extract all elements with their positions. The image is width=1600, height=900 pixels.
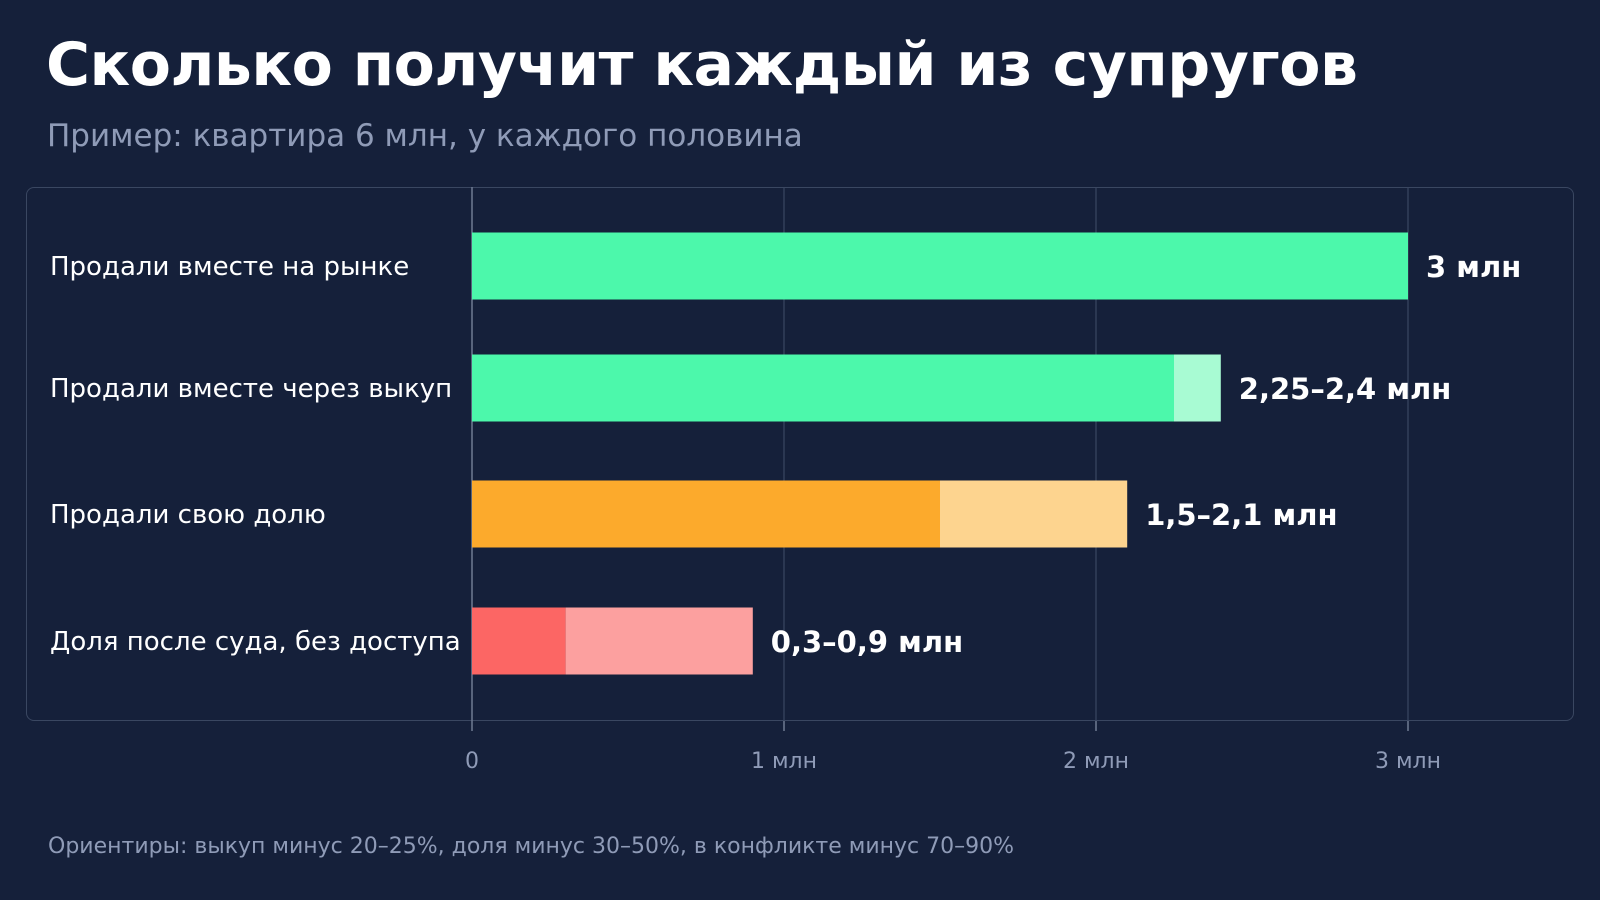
- value-label: 0,3–0,9 млн: [771, 625, 963, 659]
- chart-footnote: Ориентиры: выкуп минус 20–25%, доля мину…: [48, 834, 1015, 859]
- x-tick-label: 3 млн: [1375, 749, 1441, 774]
- category-label: Доля после суда, без доступа: [50, 627, 461, 657]
- category-label: Продали вместе на рынке: [50, 252, 409, 282]
- chart-title: Сколько получит каждый из супругов: [46, 30, 1358, 100]
- bar-range: [565, 607, 753, 675]
- x-tick-label: 1 млн: [751, 749, 817, 774]
- value-label: 2,25–2,4 млн: [1239, 372, 1452, 406]
- value-label: 1,5–2,1 млн: [1145, 498, 1337, 532]
- bar-guaranteed: [472, 354, 1174, 422]
- x-tick-label: 2 млн: [1063, 749, 1129, 774]
- bar-range: [940, 480, 1128, 548]
- bar-guaranteed: [472, 480, 940, 548]
- x-tick-label: 0: [465, 749, 479, 774]
- category-label: Продали вместе через выкуп: [50, 374, 452, 404]
- category-label: Продали свою долю: [50, 500, 326, 530]
- bar-guaranteed: [472, 607, 566, 675]
- bar-guaranteed: [472, 232, 1408, 300]
- value-label: 3 млн: [1426, 250, 1521, 284]
- bar-range: [1174, 354, 1221, 422]
- chart-subtitle: Пример: квартира 6 млн, у каждого полови…: [47, 118, 803, 154]
- chart-panel: [26, 187, 1574, 721]
